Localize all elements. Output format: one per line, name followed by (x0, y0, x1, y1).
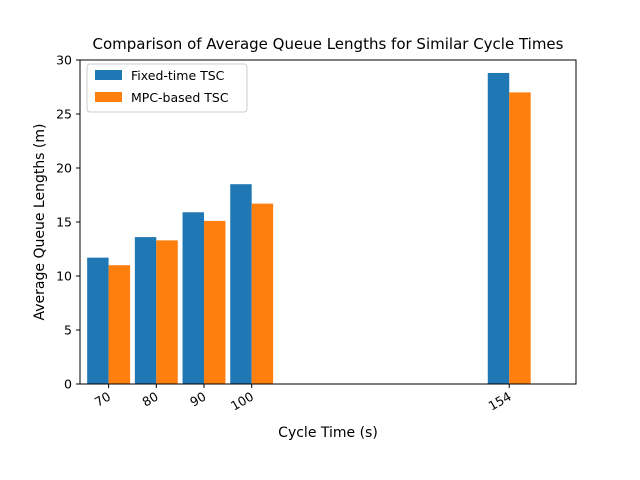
bar-fixed-time-100 (230, 184, 252, 384)
x-tick-label: 70 (92, 389, 113, 410)
legend-frame (86, 63, 248, 113)
x-tick-label: 154 (486, 389, 514, 414)
legend-label-fixed-time: Fixed-time TSC (131, 68, 225, 83)
bar-mpc-based-80 (156, 240, 178, 384)
legend-label-mpc-based: MPC-based TSC (131, 90, 229, 105)
y-axis-label: Average Queue Lengths (m) (32, 124, 48, 321)
x-axis-label: Cycle Time (s) (278, 425, 378, 441)
bar-fixed-time-70 (87, 257, 109, 384)
x-axis: 70 80 90 100 154 (92, 384, 514, 414)
bar-mpc-based-90 (204, 220, 226, 384)
y-tick-label: 0 (64, 377, 72, 392)
y-tick-label: 20 (56, 161, 72, 176)
legend-swatch-fixed-time (95, 70, 122, 80)
x-tick-label: 100 (228, 389, 256, 414)
y-tick-label: 15 (56, 215, 72, 230)
bar-fixed-time-80 (134, 237, 157, 384)
y-axis: 0 5 10 15 20 25 30 (56, 53, 80, 392)
bar-mpc-based-70 (108, 265, 131, 384)
x-tick-label: 80 (140, 389, 161, 410)
legend-swatch-mpc-based (95, 92, 122, 102)
legend: Fixed-time TSC MPC-based TSC (86, 63, 248, 113)
bar-fixed-time-90 (182, 212, 204, 384)
y-tick-label: 5 (64, 323, 72, 338)
y-tick-label: 30 (56, 53, 72, 68)
bars-group (87, 72, 531, 385)
bar-mpc-based-100 (251, 203, 274, 384)
x-tick-label: 90 (187, 389, 208, 410)
y-tick-label: 10 (56, 269, 72, 284)
y-tick-label: 25 (56, 107, 72, 122)
chart-title: Comparison of Average Queue Lengths for … (93, 35, 564, 53)
bar-mpc-based-154 (509, 92, 531, 385)
bar-fixed-time-154 (487, 72, 510, 385)
